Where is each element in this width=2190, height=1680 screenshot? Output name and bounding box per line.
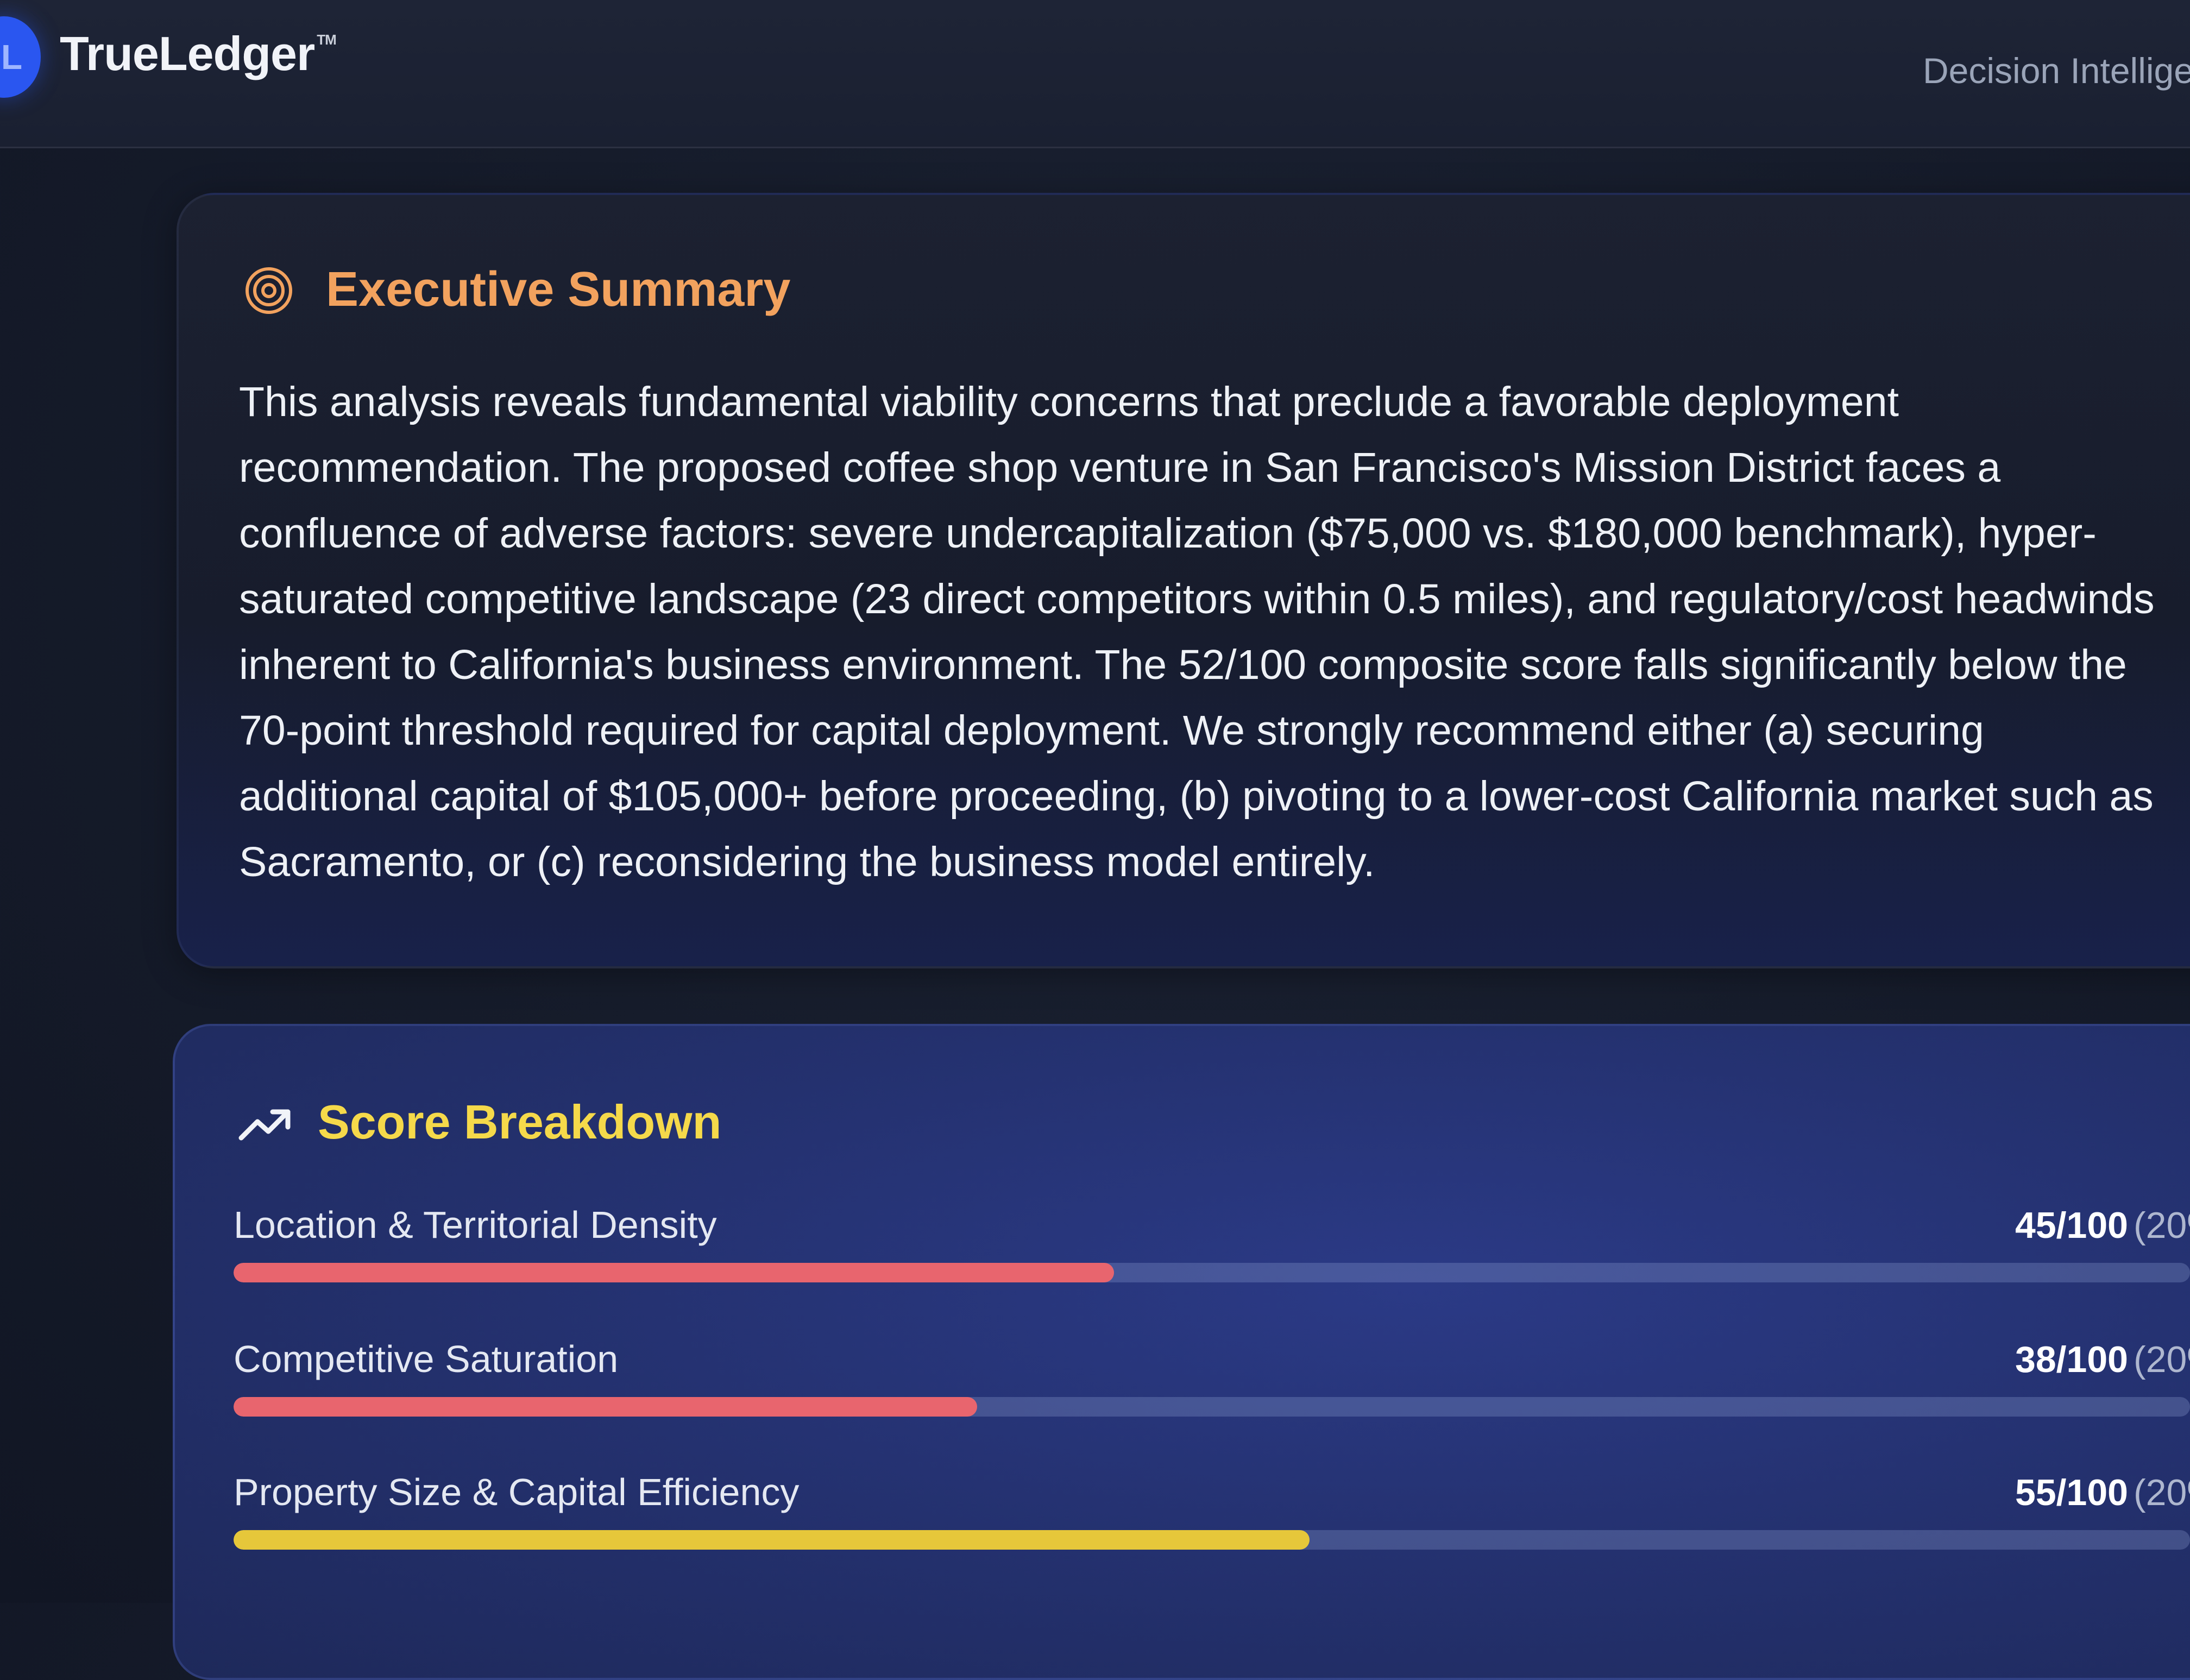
score-progress-fill xyxy=(234,1397,977,1417)
brand-text: TrueLedger xyxy=(60,27,315,80)
brand-name[interactable]: TrueLedger TM xyxy=(60,26,337,81)
score-progress-fill xyxy=(234,1263,1114,1282)
score-breakdown-card xyxy=(173,1024,2190,1680)
score-progress-track xyxy=(234,1263,2190,1282)
score-row-competition: Competitive Saturation 38/100(20% xyxy=(234,1337,2190,1424)
score-number: 45/100 xyxy=(2015,1205,2128,1246)
app-header: L TrueLedger TM Decision Intelliger xyxy=(0,0,2190,148)
score-label: Competitive Saturation xyxy=(234,1338,619,1380)
score-breakdown-title: Score Breakdown xyxy=(318,1095,722,1149)
score-weight: (20% xyxy=(2133,1472,2190,1513)
header-tagline: Decision Intelliger xyxy=(1923,51,2190,91)
trademark-mark: TM xyxy=(317,32,337,48)
trending-up-icon xyxy=(238,1109,291,1141)
score-number: 38/100 xyxy=(2015,1339,2128,1380)
score-label: Location & Territorial Density xyxy=(234,1204,717,1246)
score-weight: (20% xyxy=(2133,1205,2190,1246)
logo-icon: L xyxy=(0,16,41,98)
score-value: 38/100(20% xyxy=(2015,1338,2190,1381)
executive-summary-card xyxy=(177,193,2190,968)
executive-summary-text: This analysis reveals fundamental viabil… xyxy=(239,379,2155,885)
target-icon xyxy=(246,267,292,314)
score-progress-fill xyxy=(234,1530,1310,1550)
score-progress-track xyxy=(234,1530,2190,1550)
score-weight: (20% xyxy=(2133,1339,2190,1380)
score-label: Property Size & Capital Efficiency xyxy=(234,1471,800,1513)
score-number: 55/100 xyxy=(2015,1472,2128,1513)
score-value: 45/100(20% xyxy=(2015,1204,2190,1247)
score-progress-track xyxy=(234,1397,2190,1417)
logo-letter: L xyxy=(1,37,23,77)
executive-summary-title: Executive Summary xyxy=(326,262,791,317)
score-row-property: Property Size & Capital Efficiency 55/10… xyxy=(234,1470,2190,1557)
score-value: 55/100(20% xyxy=(2015,1471,2190,1514)
score-row-location: Location & Territorial Density 45/100 (20… xyxy=(234,1203,2190,1290)
